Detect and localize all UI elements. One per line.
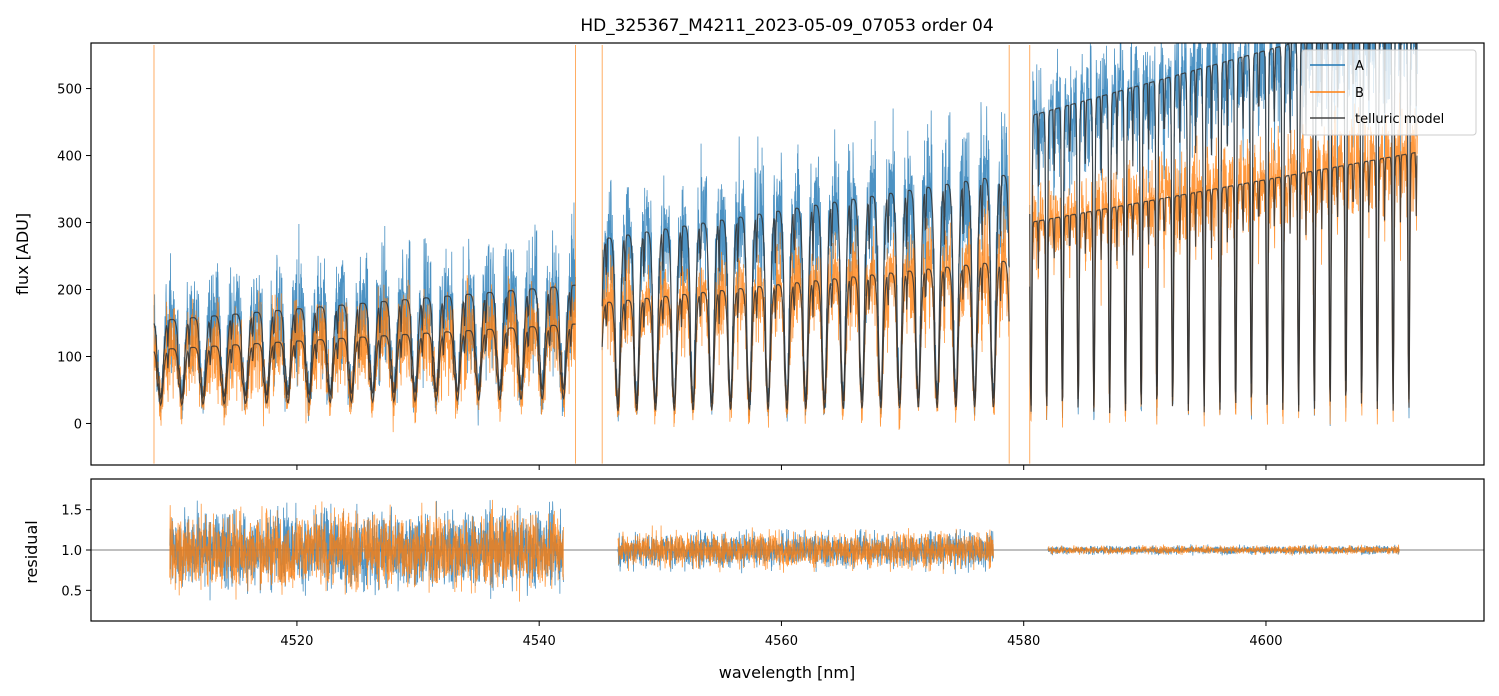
telluric-model-B-line [153,152,1418,414]
chart-title: HD_325367_M4211_2023-05-09_07053 order 0… [580,16,993,36]
bottom-y-tick-label: 0.5 [61,584,82,599]
top-y-axis: 0 100 200 300 400 500 [57,83,91,432]
bottom-x-tick-label: 4560 [765,634,798,649]
bottom-plot-area [91,499,1484,602]
top-y-tick-label: 500 [57,83,82,98]
bottom-x-tick-label: 4600 [1249,634,1282,649]
bottom-x-tick-label: 4580 [1007,634,1040,649]
residual-B-line [169,499,1400,602]
bottom-y-axis-label: residual [22,520,41,583]
legend-label-B: B [1355,86,1364,101]
bottom-x-axis: 4520 4540 4560 4580 4600 [280,621,1283,649]
top-y-tick-label: 400 [57,150,82,165]
bottom-y-axis: 0.5 1.0 1.5 [61,504,91,599]
top-y-tick-label: 0 [74,417,82,432]
bottom-x-tick-label: 4540 [523,634,556,649]
bottom-y-tick-label: 1.5 [61,504,82,519]
x-axis-label: wavelength [nm] [719,663,856,682]
bottom-x-tick-label: 4520 [280,634,313,649]
top-plot-area [153,43,1418,464]
top-y-tick-label: 300 [57,217,82,232]
legend-label-telluric-model: telluric model [1355,112,1444,127]
top-y-tick-label: 200 [57,284,82,299]
top-axes-frame [90,42,1485,466]
top-y-axis-label: flux [ADU] [13,213,32,295]
bottom-y-tick-label: 1.0 [61,544,82,559]
legend: A B telluric model [1301,49,1477,136]
top-x-axis [296,465,1267,470]
legend-label-A: A [1355,59,1364,74]
top-y-tick-label: 100 [57,350,82,365]
